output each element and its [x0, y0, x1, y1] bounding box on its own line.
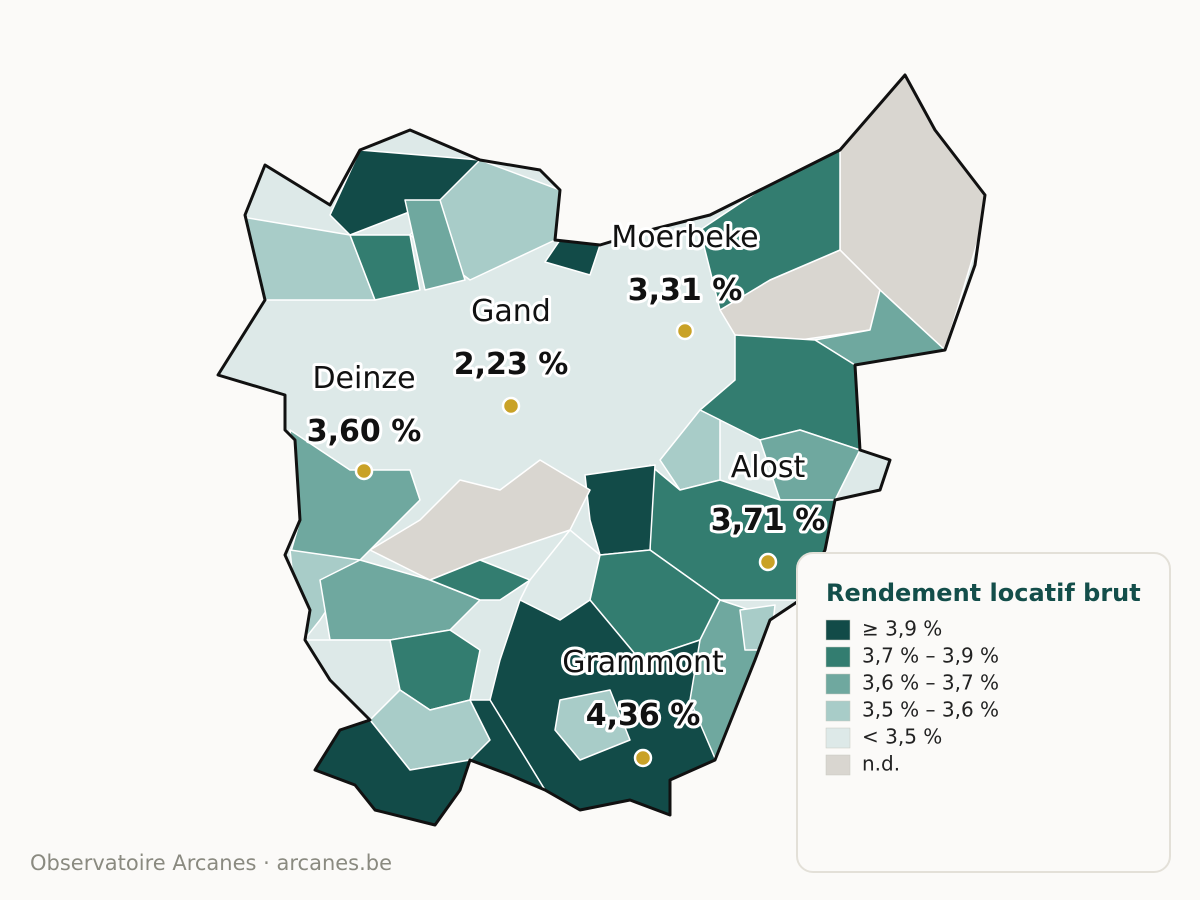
- city-dot: [758, 552, 778, 572]
- city-name: Deinze: [312, 361, 415, 396]
- legend-label: < 3,5 %: [862, 725, 942, 749]
- city-value: 3,31 %: [628, 273, 743, 308]
- legend: ≥ 3,9 % 3,7 % – 3,9 % 3,6 % – 3,7 % 3,5 % –…: [825, 617, 999, 776]
- region: [429, 559, 531, 601]
- legend-label: 3,7 % – 3,9 %: [862, 644, 999, 668]
- legend-box: [796, 552, 1171, 873]
- legend-swatch: [825, 646, 851, 668]
- legend-swatch: [825, 754, 851, 776]
- region: [349, 234, 421, 301]
- city-dot: [675, 321, 695, 341]
- region: [659, 409, 721, 491]
- city-value: 4,36 %: [586, 698, 701, 733]
- city-name: Moerbeke: [611, 220, 758, 255]
- city-dot: [501, 396, 521, 416]
- city-dot: [354, 461, 374, 481]
- region: [584, 464, 656, 556]
- city-name: Gand: [471, 294, 551, 329]
- region: [554, 689, 631, 761]
- city-name: Alost: [731, 450, 806, 485]
- legend-swatch: [825, 700, 851, 722]
- legend-label: n.d.: [862, 752, 900, 776]
- legend-swatch: [825, 673, 851, 695]
- legend-swatch: [825, 727, 851, 749]
- footer: Observatoire Arcanes · arcanes.be: [30, 851, 392, 875]
- region: [759, 429, 861, 501]
- legend-label: 3,6 % – 3,7 %: [862, 671, 999, 695]
- city-dot: [633, 748, 653, 768]
- legend-label: 3,5 % – 3,6 %: [862, 698, 999, 722]
- city-labels: Moerbeke 3,31 % Gand 2,23 % Deinze 3,60 % Alos…: [304, 217, 828, 768]
- legend-title: Rendement locatif brut: [826, 579, 1141, 607]
- legend-label: ≥ 3,9 %: [862, 617, 942, 641]
- city-name: Grammont: [562, 645, 724, 680]
- legend-swatch: [825, 619, 851, 641]
- city-value: 3,71 %: [711, 503, 826, 538]
- region: [404, 199, 466, 291]
- region: [739, 604, 776, 651]
- city-value: 2,23 %: [454, 347, 569, 382]
- city-value: 3,60 %: [307, 414, 422, 449]
